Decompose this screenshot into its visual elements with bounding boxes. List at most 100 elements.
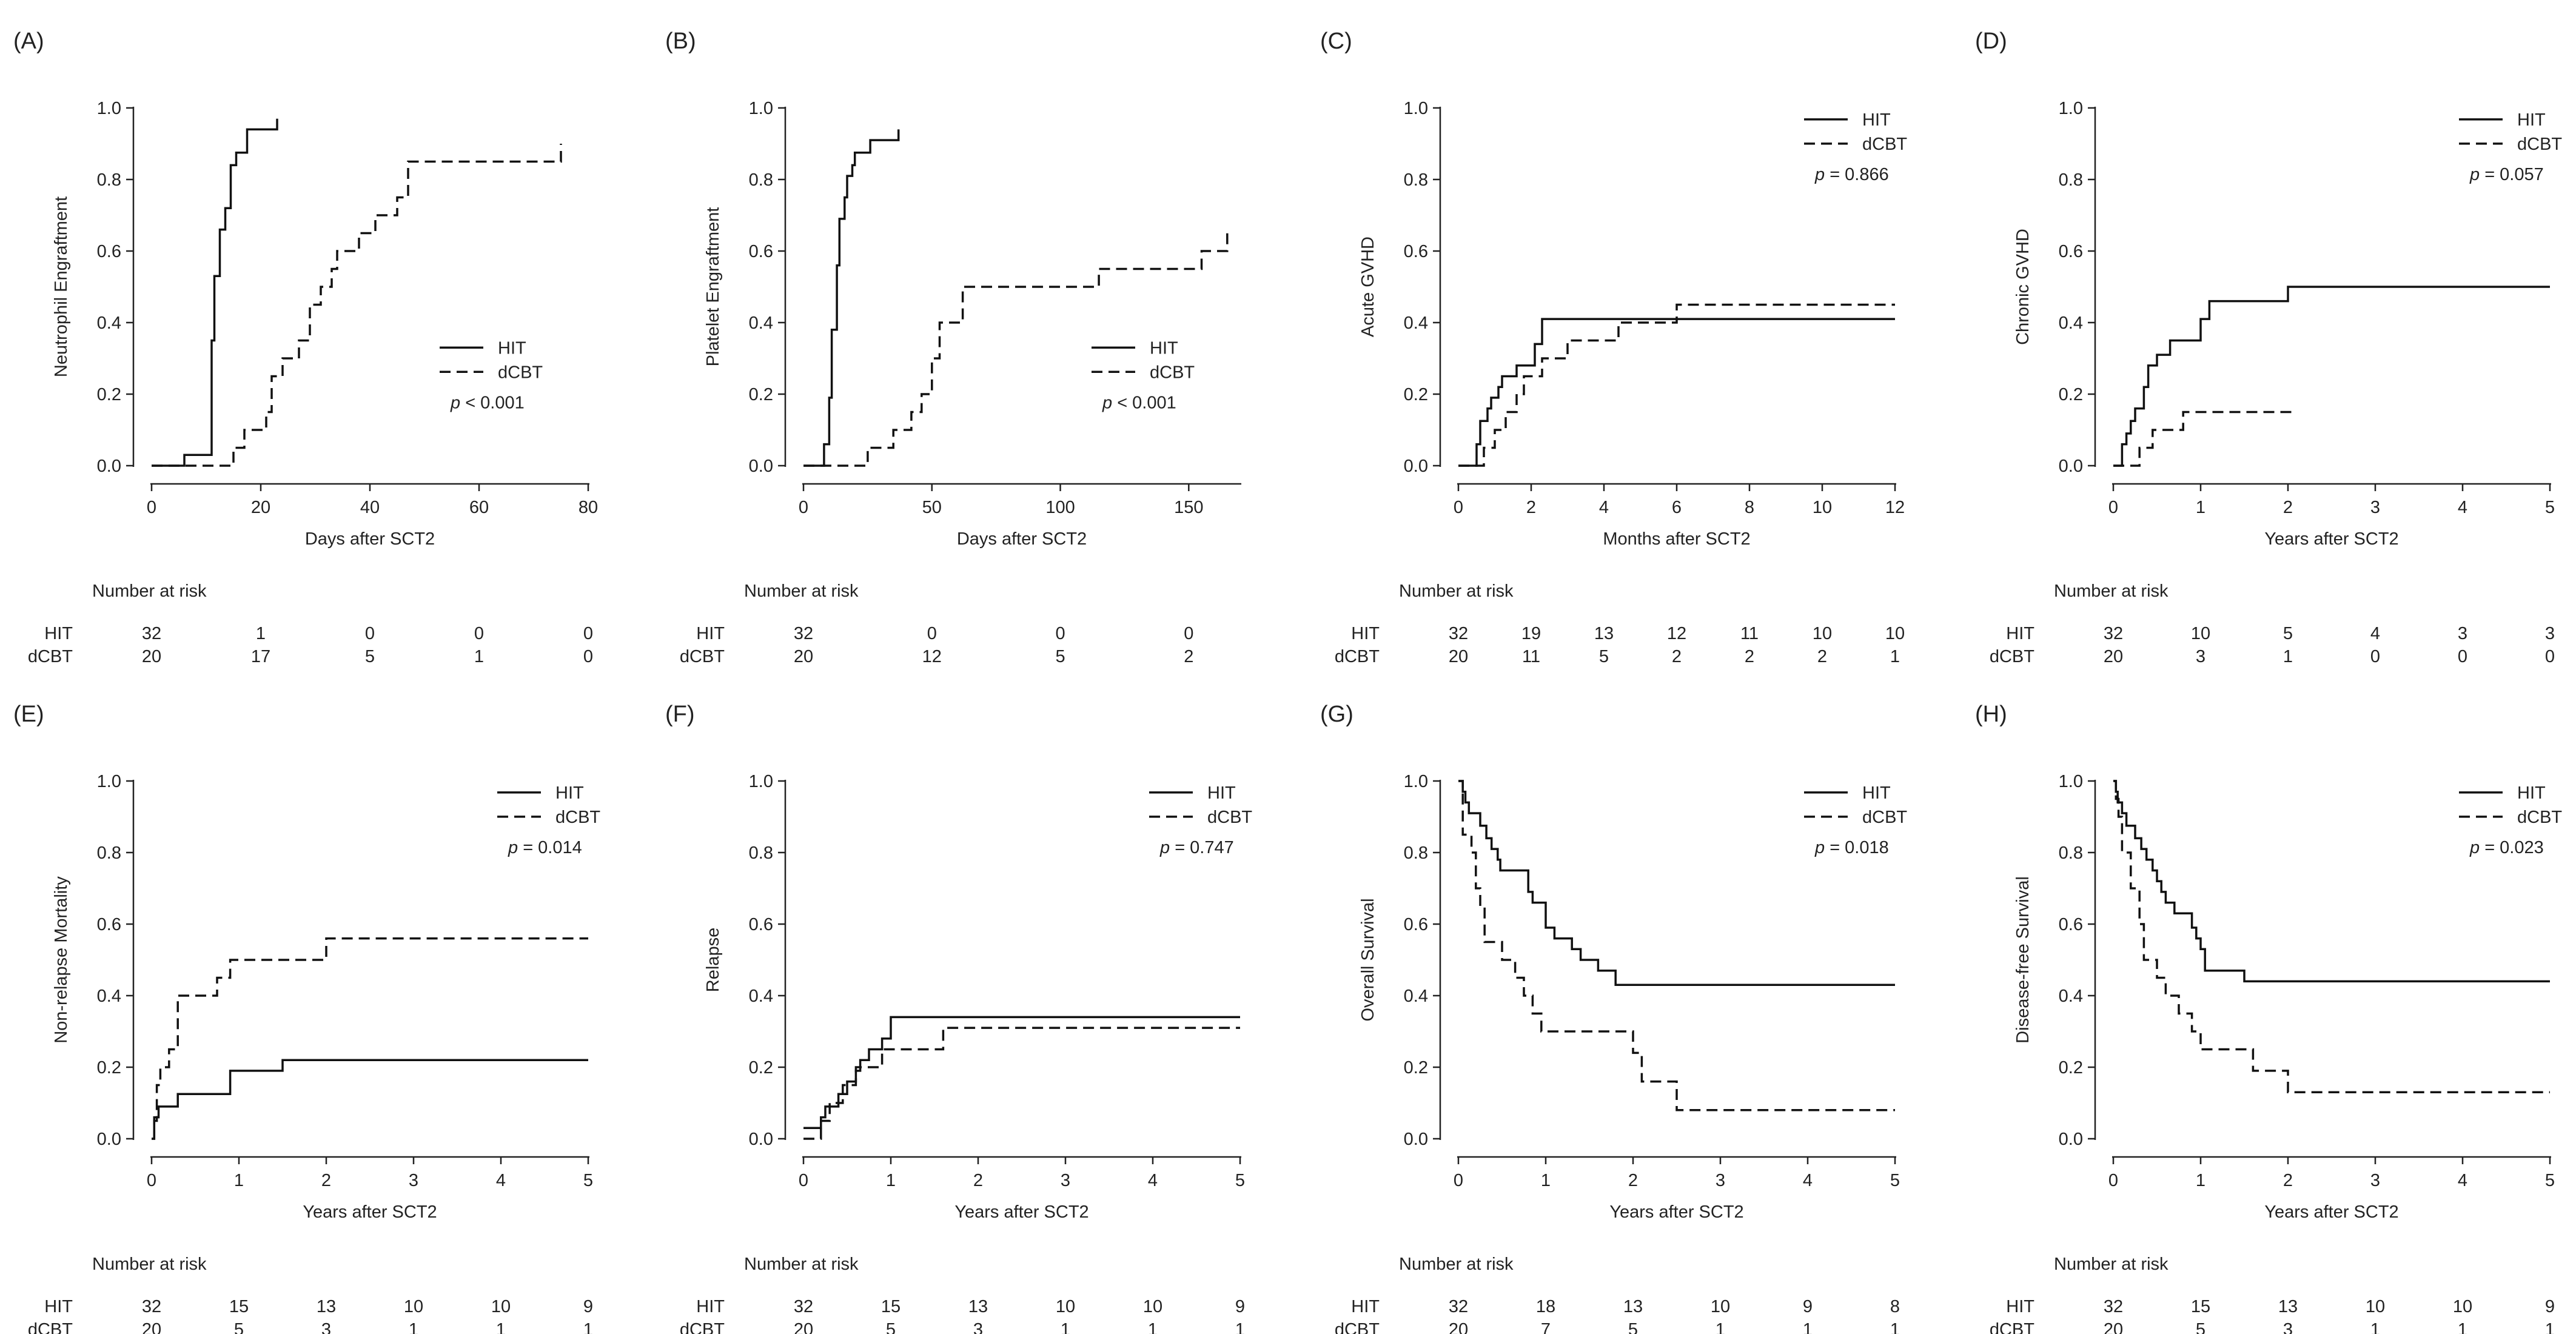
legend-label: HIT <box>555 783 584 803</box>
risk-row-label: HIT <box>1351 1297 1380 1316</box>
legend-label: dCBT <box>2517 135 2562 154</box>
series-line-dcbt <box>1458 780 1895 1111</box>
risk-row-label: HIT <box>696 624 725 643</box>
y-tick-label: 1.0 <box>2059 99 2083 118</box>
y-tick-label: 0.0 <box>97 1130 121 1149</box>
risk-count: 32 <box>2104 624 2123 643</box>
x-tick-label: 3 <box>2370 498 2380 517</box>
legend-label: dCBT <box>555 808 600 827</box>
p-value-text: p = 0.014 <box>508 838 582 857</box>
p-value: < 0.001 <box>1117 393 1176 412</box>
risk-row-label: HIT <box>44 624 73 643</box>
risk-count: 10 <box>1813 624 1832 643</box>
risk-table-title: Number at risk <box>1399 582 1514 601</box>
risk-count: 10 <box>1056 1297 1075 1316</box>
y-tick-label: 0.6 <box>1404 915 1428 934</box>
risk-count: 12 <box>1667 624 1686 643</box>
risk-count: 10 <box>2366 1297 2385 1316</box>
chart-panel-e: (E) 0.0 0.2 0.4 0.6 0.8 1.0 0 1 2 3 4 5 Non-relapse M… <box>13 702 600 1334</box>
panel-label: (F) <box>665 702 695 727</box>
risk-count: 0 <box>365 624 375 643</box>
risk-count: 0 <box>583 647 593 666</box>
risk-count: 0 <box>2458 647 2467 666</box>
legend-label: HIT <box>1207 783 1236 803</box>
risk-count: 10 <box>1885 624 1905 643</box>
risk-count: 3 <box>2283 1320 2293 1334</box>
panel-label: (H) <box>1975 702 2007 727</box>
risk-count: 10 <box>404 1297 423 1316</box>
x-tick-label: 100 <box>1045 498 1075 517</box>
risk-count: 1 <box>2370 1320 2380 1334</box>
risk-count: 5 <box>234 1320 244 1334</box>
risk-row-label: HIT <box>696 1297 725 1316</box>
y-tick-label: 0.0 <box>1404 1130 1428 1149</box>
y-tick-label: 0.0 <box>1404 457 1428 476</box>
risk-count: 11 <box>1522 647 1540 666</box>
legend-label: dCBT <box>1150 363 1195 382</box>
x-tick-label: 3 <box>2370 1171 2380 1190</box>
y-tick-label: 0.2 <box>2059 1058 2083 1078</box>
chart-panel-h: (H) 0.0 0.2 0.4 0.6 0.8 1.0 0 1 2 3 4 5 Disease-free … <box>1975 702 2562 1334</box>
x-tick-label: 4 <box>2458 498 2467 517</box>
x-tick-label: 5 <box>1890 1171 1900 1190</box>
x-tick-label: 2 <box>2283 1171 2293 1190</box>
risk-count: 13 <box>1623 1297 1643 1316</box>
y-tick-label: 0.4 <box>749 313 773 333</box>
x-tick-label: 5 <box>1235 1171 1245 1190</box>
risk-count: 0 <box>1055 624 1065 643</box>
risk-count: 10 <box>1711 1297 1730 1316</box>
y-tick-label: 1.0 <box>97 772 121 791</box>
risk-count: 15 <box>2191 1297 2210 1316</box>
y-tick-label: 0.4 <box>1404 313 1428 333</box>
y-tick-label: 0.0 <box>2059 457 2083 476</box>
x-tick-label: 5 <box>583 1171 593 1190</box>
risk-count: 3 <box>2196 647 2205 666</box>
legend-label: HIT <box>1862 110 1891 130</box>
x-tick-label: 6 <box>1672 498 1682 517</box>
p-symbol: p <box>1814 838 1830 857</box>
x-tick-label: 2 <box>1526 498 1536 517</box>
risk-count: 20 <box>142 1320 161 1334</box>
risk-count: 1 <box>2458 1320 2467 1334</box>
x-tick-label: 3 <box>1061 1171 1070 1190</box>
series-line-dcbt <box>803 1027 1240 1140</box>
y-tick-label: 0.0 <box>749 457 773 476</box>
risk-count: 0 <box>1184 624 1193 643</box>
x-tick-label: 2 <box>1628 1171 1638 1190</box>
risk-count: 10 <box>491 1297 511 1316</box>
p-symbol: p <box>2469 165 2484 184</box>
risk-count: 20 <box>794 1320 813 1334</box>
y-tick-label: 0.2 <box>749 385 773 404</box>
risk-count: 1 <box>1803 1320 1813 1334</box>
risk-count: 5 <box>1055 647 1065 666</box>
x-tick-label: 1 <box>886 1171 896 1190</box>
chart-panel-a: (A) 0.0 0.2 0.4 0.6 0.8 1.0 0 20 40 60 80 Neutrophil… <box>13 28 598 666</box>
x-tick-label: 1 <box>2196 498 2205 517</box>
legend-label: dCBT <box>1207 808 1252 827</box>
risk-count: 2 <box>1184 647 1193 666</box>
p-value-text: p = 0.018 <box>1814 838 1889 857</box>
y-tick-label: 1.0 <box>2059 772 2083 791</box>
x-tick-label: 8 <box>1745 498 1754 517</box>
x-axis-title: Years after SCT2 <box>2264 529 2398 549</box>
risk-row-label: dCBT <box>1335 647 1380 666</box>
risk-row-label: dCBT <box>1335 1320 1380 1334</box>
y-axis-title: Non-relapse Mortality <box>52 876 71 1044</box>
y-tick-label: 0.6 <box>97 915 121 934</box>
risk-count: 13 <box>1594 624 1614 643</box>
series-line-hit <box>1458 318 1895 467</box>
y-tick-label: 0.4 <box>749 987 773 1006</box>
p-value-text: p = 0.023 <box>2469 838 2544 857</box>
risk-count: 7 <box>1541 1320 1551 1334</box>
risk-count: 5 <box>1628 1320 1638 1334</box>
risk-count: 10 <box>1143 1297 1162 1316</box>
y-axis-title: Relapse <box>703 928 723 992</box>
y-tick-label: 0.4 <box>2059 313 2083 333</box>
risk-row-label: dCBT <box>28 647 73 666</box>
p-value-text: p = 0.866 <box>1814 165 1889 184</box>
risk-count: 32 <box>142 624 161 643</box>
x-tick-label: 2 <box>2283 498 2293 517</box>
series-line-dcbt <box>2113 780 2550 1094</box>
y-tick-label: 0.8 <box>749 170 773 190</box>
x-tick-label: 4 <box>2458 1171 2467 1190</box>
